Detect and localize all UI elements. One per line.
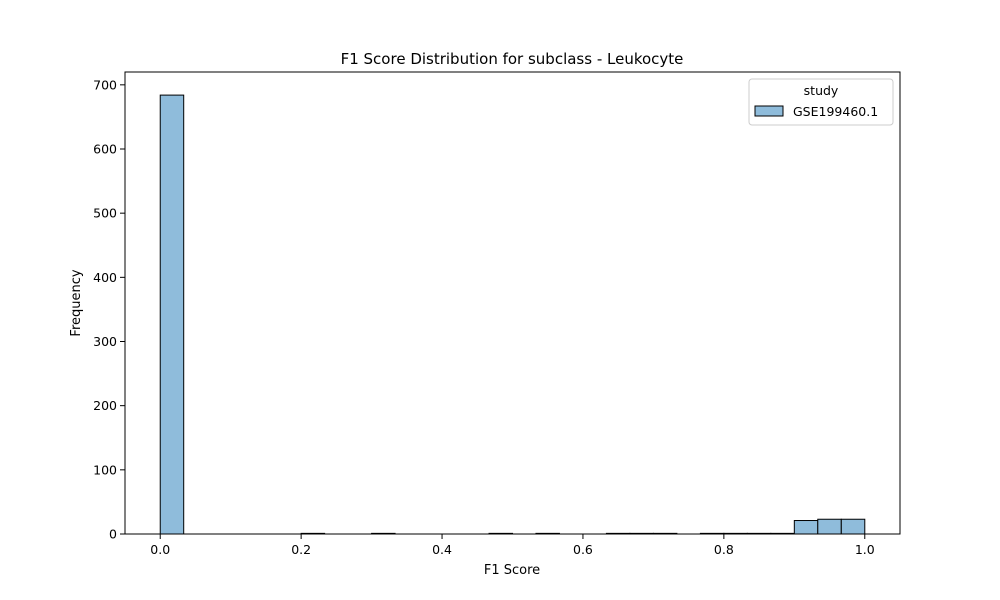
x-tick-label: 0.2 <box>291 542 311 557</box>
histogram-bar <box>159 94 185 535</box>
y-tick-label: 600 <box>93 142 117 157</box>
x-tick-label: 0.0 <box>150 542 170 557</box>
histogram-bar <box>840 518 866 535</box>
y-tick-label: 700 <box>93 77 117 92</box>
plot-frame <box>124 71 901 535</box>
legend-title: study <box>804 83 839 98</box>
y-tick-label: 200 <box>93 398 117 413</box>
chart-title: F1 Score Distribution for subclass - Leu… <box>341 50 684 68</box>
x-tick-label: 0.4 <box>432 542 452 557</box>
bars-group <box>159 94 866 535</box>
y-tick-label: 0 <box>109 527 117 542</box>
legend-entry-label: GSE199460.1 <box>793 104 878 119</box>
y-ticks: 0 100 200 300 400 500 600 700 <box>93 77 125 542</box>
x-tick-label: 0.6 <box>573 542 593 557</box>
legend-swatch <box>754 105 784 117</box>
legend-box <box>748 78 894 126</box>
y-tick-label: 400 <box>93 270 117 285</box>
y-tick-label: 500 <box>93 206 117 221</box>
y-tick-label: 100 <box>93 462 117 477</box>
x-tick-label: 0.8 <box>714 542 734 557</box>
legend: study GSE199460.1 <box>748 78 894 126</box>
x-ticks: 0.0 0.2 0.4 0.6 0.8 1.0 <box>150 534 875 557</box>
y-tick-label: 300 <box>93 334 117 349</box>
x-axis-label: F1 Score <box>484 563 540 578</box>
x-tick-label: 1.0 <box>855 542 875 557</box>
y-axis-label: Frequency <box>69 269 84 336</box>
histogram-bar <box>793 520 819 535</box>
histogram-bar <box>817 518 842 535</box>
